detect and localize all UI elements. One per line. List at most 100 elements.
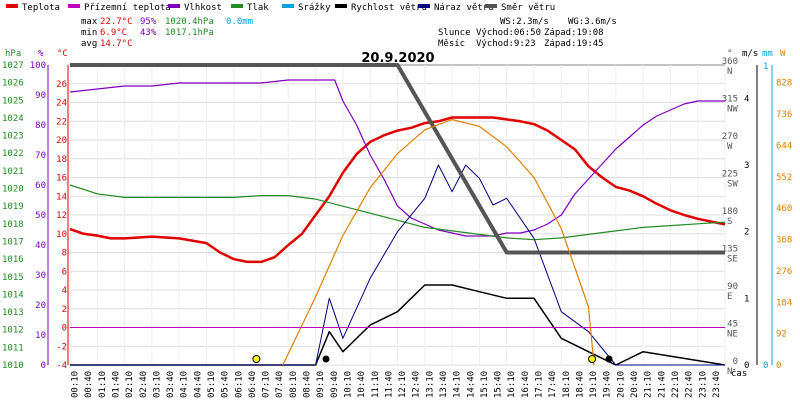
moon-rise: Východ:9:23: [476, 39, 536, 49]
moon-set: Západ:19:45: [544, 39, 604, 49]
unit-ms: m/s: [742, 49, 758, 59]
tick-label-temperature: 22: [56, 117, 67, 127]
tick-label-direction-deg: 90: [727, 282, 738, 292]
series-rychlost-v-tru: [70, 284, 726, 366]
tick-label-solar: 736: [776, 110, 792, 120]
tick-label-direction-name: S: [727, 217, 732, 227]
tick-label-pressure: 1019: [2, 202, 24, 212]
wind-ws: WS:2.3m/s: [500, 17, 549, 27]
tick-label-time: 17:40: [548, 371, 558, 398]
tick-label-temperature: 26: [56, 80, 67, 90]
tick-label-temperature: 10: [56, 230, 67, 240]
tick-label-solar: 0: [776, 361, 781, 371]
legend-label: Náraz větru: [434, 3, 494, 13]
unit-w: W: [780, 49, 786, 59]
tick-label-pressure: 1016: [2, 255, 24, 265]
tick-label-time: 22:10: [671, 371, 681, 398]
chart-title: 20.9.2020: [361, 51, 434, 66]
tick-label-time: 15:40: [494, 371, 504, 398]
tick-label-rain: 1: [763, 62, 768, 72]
tick-label-temperature: 8: [62, 249, 67, 259]
tick-label-rain: 0: [763, 361, 768, 371]
stats-min-press: 1017.1hPa: [165, 28, 214, 38]
tick-label-pressure: 1018: [2, 220, 24, 230]
legend-swatch: [168, 4, 180, 8]
stats-max-temp: 22.7°C: [100, 17, 133, 27]
tick-label-windspeed: 3: [744, 161, 749, 171]
tick-label-pressure: 1014: [2, 290, 24, 300]
tick-label-direction-name: NE: [727, 330, 738, 340]
stats-max-rain: 0.0mm: [226, 17, 253, 27]
tick-label-time: 07:10: [262, 371, 272, 398]
legend-swatch: [6, 4, 18, 8]
tick-label-humidity: 80: [35, 121, 46, 131]
stats-max-label: max: [81, 17, 98, 27]
tick-label-time: 04:40: [193, 371, 203, 398]
tick-label-direction-deg: 45: [727, 320, 738, 330]
unit-degc: °C: [57, 49, 68, 59]
tick-label-solar: 644: [776, 141, 792, 151]
tick-label-time: 21:40: [657, 371, 667, 398]
series-n-raz-v-tru: [70, 164, 725, 366]
moon-moonset-marker: [605, 355, 613, 363]
tick-label-time: 06:40: [248, 371, 258, 398]
tick-label-time: 09:40: [330, 371, 340, 398]
tick-label-pressure: 1011: [2, 343, 24, 353]
tick-label-time: 09:10: [316, 371, 326, 398]
grid-layer: [69, 64, 726, 366]
tick-label-time: 20:10: [616, 371, 626, 398]
stats-block: max 22.7°C 95% 1020.4hPa 0.0mm min 6.9°C…: [81, 17, 253, 49]
tick-label-direction-deg: 135: [722, 245, 738, 255]
tick-label-time: 21:10: [644, 371, 654, 398]
legend-label: Přízemní teplota: [84, 3, 171, 13]
tick-label-time: 02:10: [125, 371, 135, 398]
tick-label-direction-name: E: [727, 292, 732, 302]
tick-label-time: 16:10: [507, 371, 517, 398]
legend-label: Rychlost větru: [351, 3, 427, 13]
tick-label-temperature: 6: [62, 267, 67, 277]
sun-sunrise-marker: [252, 355, 261, 363]
tick-label-humidity: 10: [35, 331, 46, 341]
stats-avg-temp: 14.7°C: [100, 39, 133, 49]
tick-label-time: 10:10: [343, 371, 353, 398]
marker-layer: [252, 355, 613, 363]
unit-hpa: hPa: [5, 49, 21, 59]
tick-label-humidity: 30: [35, 271, 46, 281]
tick-label-time: 13:10: [425, 371, 435, 398]
tick-label-windspeed: 4: [744, 94, 749, 104]
unit-mm: mm: [762, 49, 773, 59]
tick-label-time: 20:40: [630, 371, 640, 398]
tick-label-pressure: 1027: [2, 61, 24, 71]
moon-moonrise-marker: [322, 355, 330, 363]
tick-label-direction-deg: 270: [722, 132, 738, 142]
tick-label-direction-deg: 225: [722, 170, 738, 180]
legend-label: Tlak: [247, 3, 269, 13]
tick-label-time: 11:10: [371, 371, 381, 398]
tick-label-pressure: 1021: [2, 167, 24, 177]
tick-label-temperature: -4: [56, 361, 67, 371]
tick-label-humidity: 60: [35, 181, 46, 191]
tick-label-windspeed: 0: [744, 361, 749, 371]
tick-label-time: 14:10: [453, 371, 463, 398]
axis-layer: 1010101110121013101410151016101710181019…: [2, 57, 792, 398]
tick-label-time: 03:10: [152, 371, 162, 398]
tick-label-time: 12:40: [412, 371, 422, 398]
tick-label-direction-name: NW: [727, 105, 738, 115]
tick-label-pressure: 1024: [2, 114, 24, 124]
tick-label-pressure: 1025: [2, 96, 24, 106]
tick-label-solar: 368: [776, 236, 792, 246]
moon-label: Měsíc: [438, 39, 465, 49]
series-vlhkost: [69, 79, 725, 237]
stats-min-label: min: [81, 28, 97, 38]
unit-time: čas: [731, 368, 747, 379]
tick-label-humidity: 70: [35, 151, 46, 161]
tick-label-humidity: 90: [35, 91, 46, 101]
tick-label-temperature: -2: [56, 342, 67, 352]
tick-label-temperature: 20: [56, 136, 67, 146]
sun-rise: Východ:06:50: [476, 28, 541, 38]
legend-swatch: [231, 4, 243, 8]
series-teplota: [69, 116, 726, 264]
tick-label-humidity: 50: [35, 211, 46, 221]
wind-wg: WG:3.6m/s: [568, 17, 617, 27]
series-layer: [69, 63, 726, 366]
